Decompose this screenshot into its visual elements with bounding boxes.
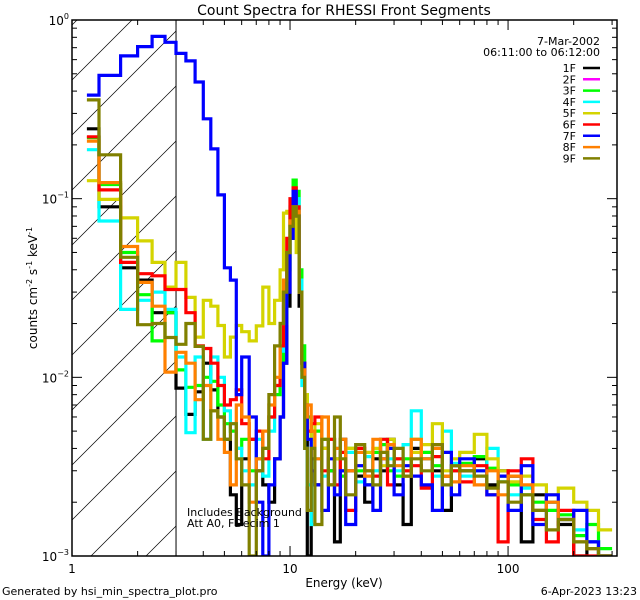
background-note: Includes Background [187,506,302,519]
legend-entry-5F: 5F [563,107,600,120]
legend-entry-2F: 2F [563,73,600,86]
axis-ticks [71,19,617,557]
legend-label: 6F [563,119,576,132]
hatch-line [71,140,177,246]
y-tick-label: 10−1 [42,191,69,207]
legend-entry-6F: 6F [563,119,600,132]
hatch-line [71,305,177,411]
legend-entry-4F: 4F [563,96,600,109]
x-tick-label: 100 [497,562,520,576]
hatch-line [71,360,177,466]
footer-generated-by: Generated by hsi_min_spectra_plot.pro [2,585,218,598]
hatch-line [71,250,177,356]
legend-label: 4F [563,96,576,109]
hatch-line [71,85,177,191]
y-tick-label: 100 [49,12,69,28]
date-annotation: 7-Mar-2002 [537,35,600,48]
legend-label: 2F [563,73,576,86]
footer-timestamp: 6-Apr-2023 13:23 [541,585,637,598]
legend-label: 7F [563,130,576,143]
plot-frame [71,19,618,557]
chart-title: Count Spectra for RHESSI Front Segments [197,3,491,19]
legend-entry-9F: 9F [563,152,600,165]
y-tick-label: 10−3 [42,548,69,564]
legend-label: 8F [563,141,576,154]
series-5F [86,179,613,532]
x-tick-label: 1 [68,562,76,576]
time-range-annotation: 06:11:00 to 06:12:00 [483,46,600,59]
hatch-line [145,525,177,557]
hatch-line [71,30,177,136]
legend-entry-1F: 1F [563,62,600,75]
legend-label: 9F [563,152,576,165]
series-9F [86,98,613,556]
legend-label: 3F [563,85,576,98]
attenuator-note: Att A0, FDecim 1 [187,517,280,530]
x-tick-label: 10 [282,562,297,576]
y-axis-label: counts cm-2 s-1 keV-1 [25,227,40,349]
y-tick-label: 10−2 [42,369,69,385]
legend-label: 1F [563,62,576,75]
x-axis-label: Energy (keV) [305,576,382,590]
hatch-line [71,19,78,26]
legend-entry-7F: 7F [563,130,600,143]
legend-entry-3F: 3F [563,85,600,98]
hatch-line [71,19,133,81]
hatch-line [90,470,177,557]
legend-label: 5F [563,107,576,120]
hatch-line [71,415,177,521]
legend-entry-8F: 8F [563,141,600,154]
